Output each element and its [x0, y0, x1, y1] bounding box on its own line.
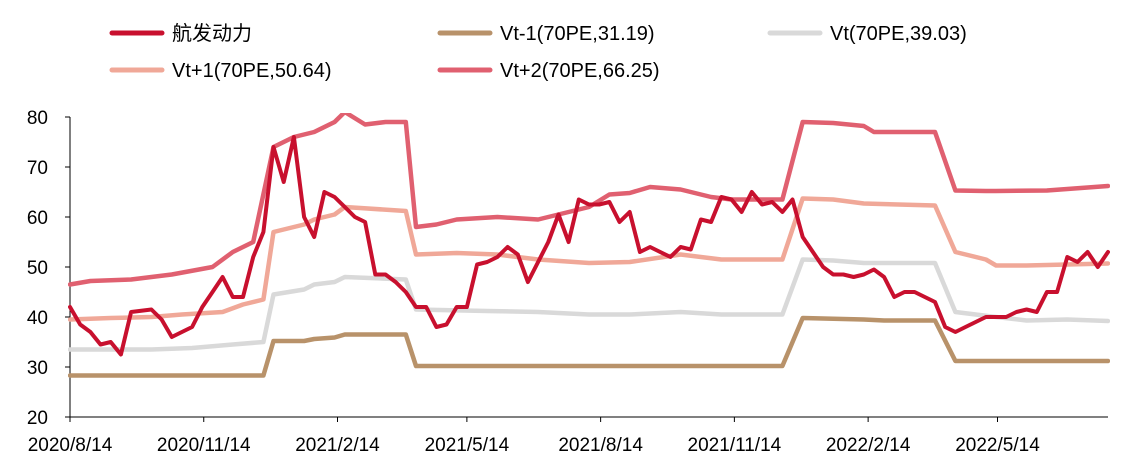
x-tick-label: 2021/11/14	[688, 435, 782, 456]
y-tick-label: 20	[27, 408, 48, 429]
y-tick-label: 30	[27, 358, 48, 379]
series-line-4	[68, 113, 1110, 287]
y-tick-label: 80	[27, 108, 48, 129]
x-tick-label: 2022/2/14	[826, 435, 911, 456]
x-tick-label: 2021/5/14	[425, 435, 510, 456]
axes: 20 30 40 50 60 70 80 2020/8/14 2020/11/14 2021/2/…	[27, 108, 1108, 456]
legend: 航发动力 Vt-1(70PE,31.19) Vt(70PE,39.03) Vt+1(7…	[109, 22, 967, 82]
x-tick-label: 2021/8/14	[558, 435, 643, 456]
y-tick-label: 70	[27, 158, 48, 179]
y-tick-label: 60	[27, 208, 48, 229]
series-line-2	[68, 257, 1110, 352]
x-tick-label: 2021/2/14	[295, 435, 380, 456]
y-tick-label: 50	[27, 258, 48, 279]
legend-label: 航发动力	[172, 22, 252, 45]
series-line-1	[68, 315, 1110, 378]
series-lines	[68, 113, 1110, 378]
legend-label: Vt+1(70PE,50.64)	[172, 60, 332, 82]
legend-label: Vt(70PE,39.03)	[830, 23, 967, 45]
y-tick-label: 40	[27, 308, 48, 329]
x-tick-label: 2022/5/14	[955, 435, 1040, 456]
series-line-0	[68, 135, 1110, 357]
legend-label: Vt+2(70PE,66.25)	[500, 60, 660, 82]
x-tick-label: 2020/11/14	[157, 435, 251, 456]
x-tick-label: 2020/8/14	[28, 435, 113, 456]
legend-label: Vt-1(70PE,31.19)	[500, 23, 655, 45]
